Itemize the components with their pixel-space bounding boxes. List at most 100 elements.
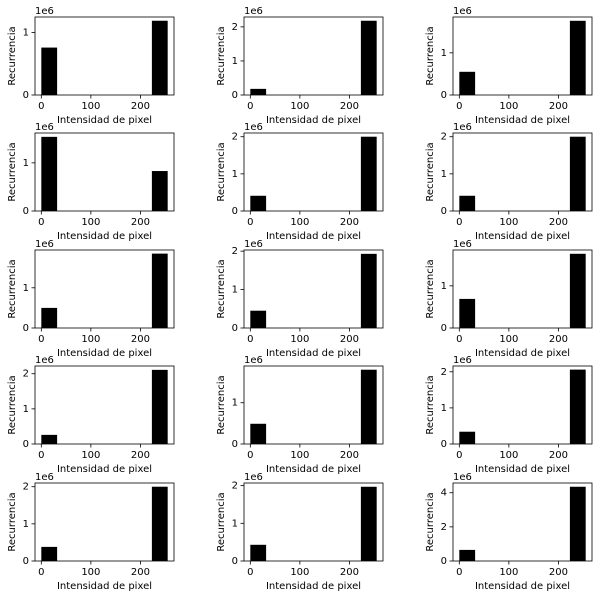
bar (360, 369, 377, 444)
y-tick-label: 1 (23, 28, 29, 39)
bar (459, 195, 476, 211)
y-offset-label: 1e6 (35, 6, 54, 17)
y-offset-label: 1e6 (35, 355, 54, 366)
y-axis-label: Recurrencia (7, 375, 18, 434)
bar (151, 20, 168, 95)
bar (250, 195, 267, 211)
axes-frame (34, 132, 175, 212)
x-tick-label: 200 (131, 450, 150, 461)
x-tick-label: 200 (131, 334, 150, 345)
x-tick-label: 200 (340, 217, 359, 228)
y-tick-label: 2 (441, 522, 447, 533)
x-axis-label: Intensidad de pixel (266, 231, 361, 242)
bar (41, 434, 58, 444)
bar (41, 307, 58, 328)
x-tick-label: 0 (247, 450, 253, 461)
y-tick-label: 0 (441, 556, 447, 567)
x-tick-label: 100 (290, 567, 309, 578)
x-tick-label: 0 (38, 450, 44, 461)
y-tick-label: 0 (232, 323, 238, 334)
y-tick-label: 2 (23, 369, 29, 380)
y-tick-label: 1 (23, 519, 29, 530)
x-tick-label: 100 (499, 101, 518, 112)
x-tick-label: 200 (549, 334, 568, 345)
y-tick-label: 0 (23, 90, 29, 101)
x-axis-label: Intensidad de pixel (57, 581, 152, 592)
axes-frame (243, 16, 384, 96)
bar (459, 71, 476, 95)
bar (459, 549, 476, 561)
axes-frame (243, 365, 384, 445)
y-tick-label: 2 (441, 132, 447, 143)
x-axis-label: Intensidad de pixel (57, 115, 152, 126)
y-tick-label: 1 (441, 403, 447, 414)
x-tick-label: 100 (81, 567, 100, 578)
axes-frame (34, 16, 175, 96)
y-tick-label: 1 (441, 281, 447, 292)
y-tick-label: 1 (441, 169, 447, 180)
y-tick-label: 2 (232, 22, 238, 33)
y-offset-label: 1e6 (244, 239, 263, 250)
y-tick-label: 0 (232, 90, 238, 101)
y-tick-label: 2 (232, 132, 238, 143)
y-tick-label: 1 (23, 404, 29, 415)
x-tick-label: 0 (247, 334, 253, 345)
y-axis-label: Recurrencia (425, 259, 436, 318)
axes-frame (452, 132, 593, 212)
x-tick-label: 0 (456, 450, 462, 461)
y-axis-label: Recurrencia (216, 492, 227, 551)
axes-frame (243, 482, 384, 562)
x-tick-label: 0 (456, 334, 462, 345)
y-tick-label: 2 (23, 482, 29, 493)
axes-frame (452, 365, 593, 445)
x-tick-label: 100 (290, 334, 309, 345)
y-tick-label: 2 (232, 246, 238, 257)
bar (569, 369, 586, 444)
axes-frame (34, 249, 175, 329)
y-tick-label: 0 (441, 439, 447, 450)
y-offset-label: 1e6 (244, 472, 263, 483)
x-tick-label: 200 (131, 101, 150, 112)
x-tick-label: 0 (38, 334, 44, 345)
y-axis-label: Recurrencia (216, 142, 227, 201)
axes-frame (243, 132, 384, 212)
x-axis-label: Intensidad de pixel (266, 464, 361, 475)
bar (250, 88, 267, 95)
bar (569, 136, 586, 211)
y-tick-label: 1 (441, 48, 447, 59)
y-axis-label: Recurrencia (7, 142, 18, 201)
bar (360, 253, 377, 328)
x-tick-label: 100 (499, 567, 518, 578)
x-tick-label: 0 (456, 567, 462, 578)
x-axis-label: Intensidad de pixel (57, 464, 152, 475)
x-axis-label: Intensidad de pixel (57, 348, 152, 359)
bar (360, 136, 377, 211)
bar (151, 369, 168, 444)
x-axis-label: Intensidad de pixel (266, 348, 361, 359)
axes-frame (243, 249, 384, 329)
bar (459, 298, 476, 328)
y-tick-label: 4 (441, 488, 447, 499)
y-axis-label: Recurrencia (216, 259, 227, 318)
x-tick-label: 0 (247, 217, 253, 228)
x-tick-label: 100 (499, 217, 518, 228)
y-axis-label: Recurrencia (425, 375, 436, 434)
bar (41, 136, 58, 211)
x-tick-label: 100 (81, 334, 100, 345)
x-axis-label: Intensidad de pixel (475, 231, 570, 242)
bar (360, 486, 377, 561)
y-offset-label: 1e6 (244, 355, 263, 366)
x-axis-label: Intensidad de pixel (475, 464, 570, 475)
axes-frame (452, 16, 593, 96)
y-tick-label: 0 (441, 206, 447, 217)
y-axis-label: Recurrencia (425, 492, 436, 551)
x-tick-label: 0 (38, 217, 44, 228)
bar (569, 486, 586, 561)
y-offset-label: 1e6 (453, 472, 472, 483)
y-offset-label: 1e6 (453, 6, 472, 17)
y-tick-label: 1 (232, 56, 238, 67)
x-tick-label: 200 (549, 567, 568, 578)
y-tick-label: 0 (232, 556, 238, 567)
y-tick-label: 2 (232, 481, 238, 492)
